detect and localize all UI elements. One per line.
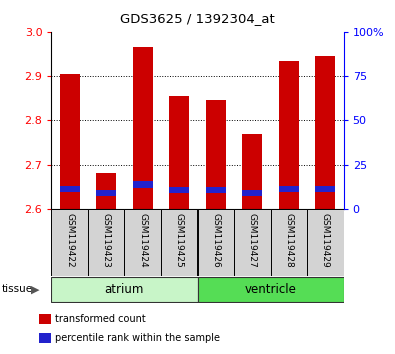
Bar (279, 186, 299, 192)
Bar (206, 101, 226, 209)
Bar (60, 186, 80, 192)
Text: GSM119422: GSM119422 (65, 213, 74, 268)
Bar (39, 333, 51, 343)
Text: GDS3625 / 1392304_at: GDS3625 / 1392304_at (120, 12, 275, 25)
Bar (198, 277, 344, 302)
Bar (124, 209, 161, 276)
Text: ventricle: ventricle (245, 283, 297, 296)
Bar (39, 314, 51, 324)
Text: transformed count: transformed count (55, 314, 146, 324)
Text: GSM119426: GSM119426 (211, 213, 220, 268)
Bar (169, 187, 189, 193)
Bar (271, 209, 307, 276)
Bar (133, 47, 153, 209)
Text: GSM119424: GSM119424 (138, 213, 147, 268)
Bar (96, 173, 116, 209)
Bar (315, 186, 335, 192)
Text: GSM119428: GSM119428 (284, 213, 293, 268)
Bar (161, 209, 198, 276)
Bar (198, 209, 234, 276)
Bar (242, 134, 262, 209)
Text: GSM119423: GSM119423 (102, 213, 111, 268)
Bar (60, 74, 80, 209)
Bar (307, 209, 344, 276)
Text: GSM119427: GSM119427 (248, 213, 257, 268)
Text: percentile rank within the sample: percentile rank within the sample (55, 333, 220, 343)
Bar (51, 209, 88, 276)
Text: ▶: ▶ (31, 285, 40, 295)
Text: GSM119429: GSM119429 (321, 213, 330, 268)
Text: GSM119425: GSM119425 (175, 213, 184, 268)
Bar (133, 182, 153, 188)
Bar (234, 209, 271, 276)
Bar (279, 61, 299, 209)
Bar (51, 277, 198, 302)
Bar (96, 190, 116, 196)
Text: tissue: tissue (2, 284, 33, 295)
Bar (242, 190, 262, 196)
Text: atrium: atrium (105, 283, 144, 296)
Bar (169, 96, 189, 209)
Bar (88, 209, 124, 276)
Bar (206, 187, 226, 193)
Bar (315, 56, 335, 209)
